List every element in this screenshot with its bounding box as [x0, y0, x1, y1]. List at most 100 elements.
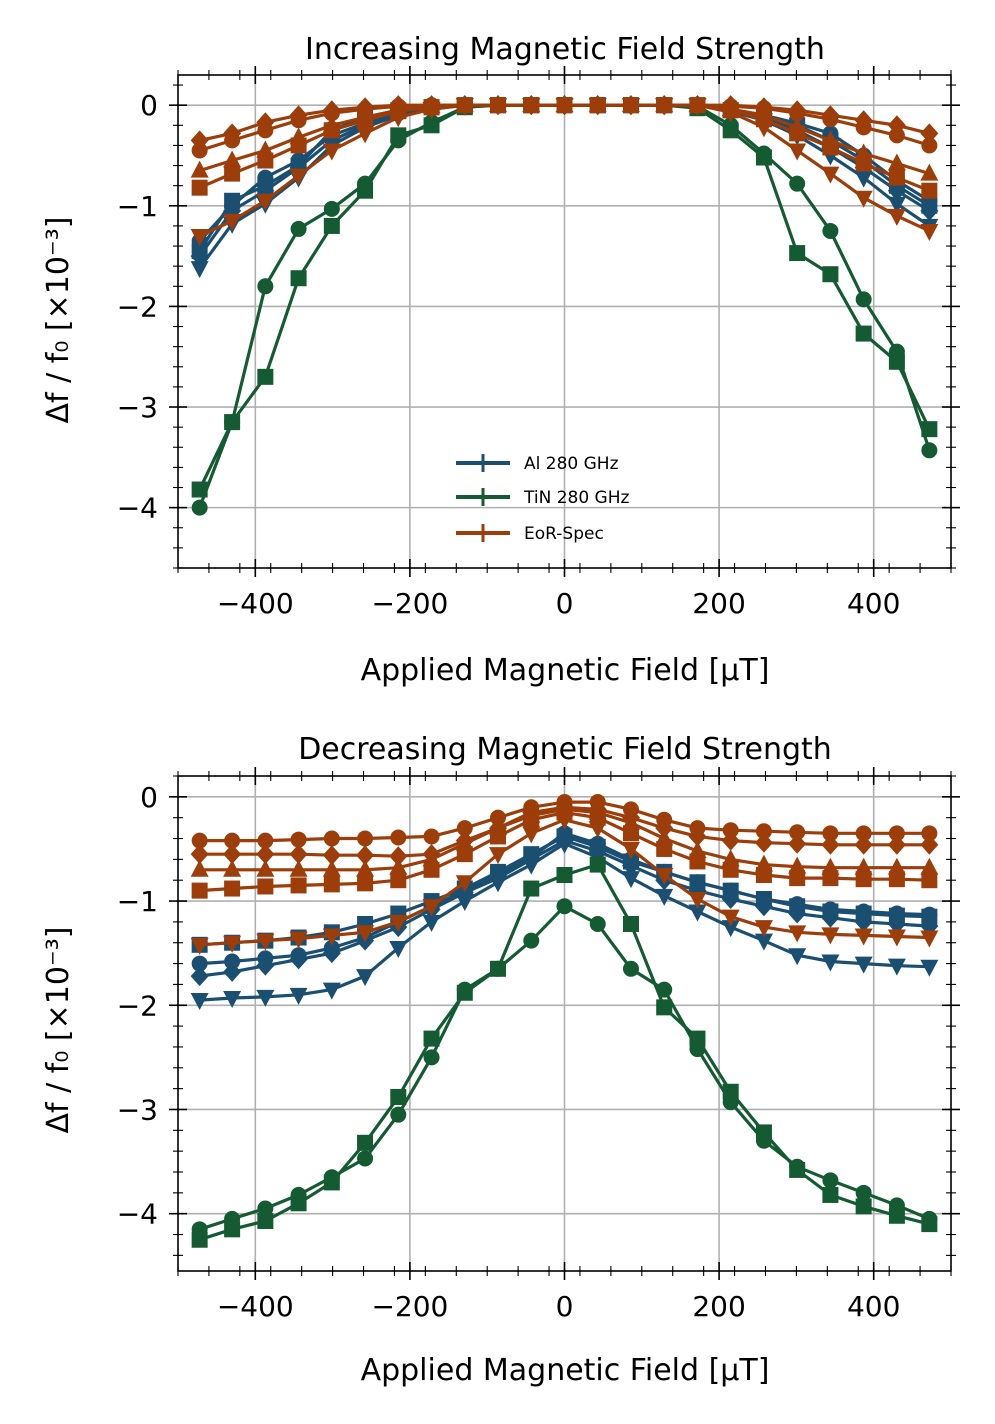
data-point-tin — [191, 481, 208, 498]
data-point-eor — [887, 153, 906, 171]
data-point-eor — [822, 825, 839, 842]
data-point-al — [888, 905, 905, 922]
data-point-eor — [489, 847, 508, 865]
panel-1-ylabel: Δf / f₀ [×10⁻³] — [41, 217, 76, 424]
data-point-eor — [389, 857, 408, 875]
data-point-eor — [191, 882, 208, 899]
data-point-tin — [357, 182, 374, 199]
data-point-eor — [854, 928, 873, 946]
data-point-al — [289, 949, 308, 970]
data-point-tin — [855, 325, 872, 342]
data-point-eor — [722, 822, 739, 839]
data-point-eor — [522, 98, 541, 116]
data-point-eor — [224, 165, 241, 182]
data-point-tin — [822, 266, 839, 283]
x-tick-label: 400 — [847, 1290, 900, 1323]
data-point-eor — [190, 160, 209, 178]
data-point-eor — [223, 213, 242, 231]
data-point-tin — [490, 960, 507, 977]
data-point-eor — [920, 834, 939, 855]
data-point-eor — [755, 823, 772, 840]
grid — [178, 776, 951, 1271]
data-point-eor — [257, 878, 274, 895]
data-point-eor — [357, 112, 374, 129]
data-point-eor — [322, 928, 341, 946]
data-point-al — [389, 940, 408, 958]
data-point-eor — [788, 143, 807, 161]
data-point-eor — [191, 832, 208, 849]
data-point-al — [688, 904, 707, 922]
data-point-al — [887, 958, 906, 976]
panel-2-plot: −400 −200 0 200 400 0 −1 −2 −3 −4 — [117, 767, 960, 1323]
panel-1-plot: −400 −200 0 200 400 0 −1 −2 −3 −4 — [117, 66, 960, 620]
data-point-eor — [621, 841, 640, 859]
data-point-al — [223, 961, 242, 982]
data-point-eor — [555, 812, 574, 830]
data-point-al — [322, 982, 341, 1000]
ticks: −400 −200 0 200 400 0 −1 −2 −3 −4 — [117, 66, 960, 620]
data-point-al — [754, 933, 773, 951]
data-point-eor — [223, 844, 242, 865]
data-point-tin — [921, 1216, 938, 1233]
data-point-tin — [855, 1198, 872, 1215]
data-point-eor — [224, 880, 241, 897]
x-tick-label: 0 — [556, 1290, 574, 1323]
data-point-eor — [920, 123, 939, 144]
y-tick-label: −3 — [117, 391, 158, 424]
data-point-eor — [888, 127, 905, 144]
data-point-eor — [754, 832, 773, 853]
data-point-al — [256, 955, 275, 976]
data-point-tin — [855, 1184, 872, 1201]
data-point-eor — [821, 927, 840, 945]
data-point-al — [855, 903, 872, 920]
data-point-eor — [688, 826, 707, 847]
data-point-tin — [822, 1172, 839, 1189]
data-point-tin — [822, 1186, 839, 1203]
data-point-eor — [323, 105, 340, 122]
data-point-al — [655, 888, 674, 906]
data-point-tin — [390, 1088, 407, 1105]
data-point-eor — [357, 875, 374, 892]
data-point-eor — [822, 139, 839, 156]
data-point-eor — [921, 872, 938, 889]
data-point-eor — [289, 844, 308, 865]
data-point-eor — [191, 142, 208, 159]
data-point-eor — [256, 193, 275, 211]
data-point-eor — [855, 871, 872, 888]
data-point-tin — [323, 200, 340, 217]
panel-2-ylabel: Δf / f₀ [×10⁻³] — [41, 927, 76, 1134]
data-point-eor — [855, 155, 872, 172]
data-point-al — [920, 200, 939, 221]
data-point-al — [621, 871, 640, 889]
data-point-eor — [389, 846, 408, 867]
data-point-al — [223, 990, 242, 1008]
data-point-eor — [290, 112, 307, 129]
data-point-eor — [356, 126, 375, 144]
data-point-al — [821, 954, 840, 972]
data-point-eor — [322, 845, 341, 866]
data-point-tin — [290, 270, 307, 287]
data-point-al — [522, 857, 541, 875]
data-point-al — [621, 855, 640, 876]
data-point-eor — [289, 859, 308, 877]
data-point-eor — [921, 825, 938, 842]
data-point-tin — [689, 1030, 706, 1047]
data-point-al — [920, 959, 939, 977]
data-point-tin — [257, 278, 274, 295]
data-point-eor — [721, 105, 740, 123]
data-point-tin — [656, 999, 673, 1016]
data-point-eor — [523, 811, 540, 828]
data-point-eor — [522, 826, 541, 844]
data-point-al — [224, 192, 241, 209]
data-point-eor — [754, 920, 773, 938]
data-point-al — [788, 903, 807, 924]
data-point-al — [754, 896, 773, 917]
data-point-tin — [789, 175, 806, 192]
data-point-al — [887, 180, 906, 201]
y-tick-label: −2 — [117, 290, 158, 323]
data-point-tin — [523, 880, 540, 897]
data-point-eor — [655, 98, 674, 116]
data-point-eor — [656, 840, 673, 857]
data-point-al — [854, 911, 873, 932]
data-point-eor — [754, 120, 773, 138]
